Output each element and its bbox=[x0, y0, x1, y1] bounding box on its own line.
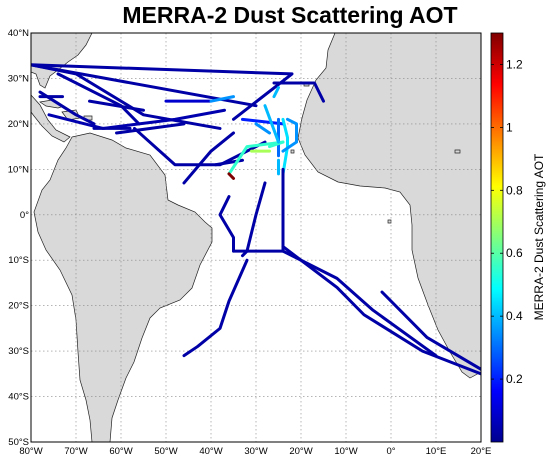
flight-track bbox=[272, 86, 280, 99]
flight-track bbox=[281, 245, 481, 376]
longitude-tick-label: 60°W bbox=[109, 446, 132, 457]
flight-track bbox=[47, 108, 226, 130]
latitude-tick-label: 10°S bbox=[8, 255, 29, 266]
colorbar bbox=[490, 32, 504, 443]
flight-track bbox=[281, 249, 438, 358]
land-ascension bbox=[387, 219, 392, 224]
flight-track bbox=[241, 117, 285, 126]
flight-track bbox=[272, 81, 325, 103]
latitude-tick-label: 50°S bbox=[8, 437, 29, 448]
latitude-tick-label: 30°N bbox=[8, 73, 29, 84]
longitude-tick-label: 10°W bbox=[334, 446, 357, 457]
colorbar-tick-label: 0.2 bbox=[506, 372, 523, 386]
colorbar-tick-label: 0.4 bbox=[506, 309, 523, 323]
latitude-tick-label: 30°S bbox=[8, 346, 29, 357]
longitude-tick-label: 0° bbox=[386, 446, 395, 457]
flight-track bbox=[281, 117, 298, 153]
longitude-tick-label: 30°W bbox=[244, 446, 267, 457]
flight-track bbox=[88, 99, 145, 112]
colorbar-ticks: 0.2 0.4 0.6 0.8 1 1.2 bbox=[491, 57, 523, 386]
flight-track bbox=[380, 290, 481, 371]
flight-track bbox=[209, 95, 235, 103]
colorbar-tick-label: 1 bbox=[506, 120, 513, 134]
flight-track bbox=[263, 104, 280, 144]
flight-track bbox=[268, 140, 285, 149]
flight-track bbox=[38, 90, 96, 126]
flight-track bbox=[241, 181, 267, 258]
latitude-tick-label: 0° bbox=[20, 210, 29, 221]
longitude-tick-label: 40°W bbox=[199, 446, 222, 457]
land-madeira bbox=[454, 149, 461, 154]
land-north-america bbox=[31, 33, 93, 89]
flight-track bbox=[31, 63, 222, 130]
longitude-tick-label: 80°W bbox=[19, 446, 42, 457]
flight-track bbox=[31, 63, 294, 121]
colorbar-tick-label: 0.8 bbox=[506, 183, 523, 197]
latitude-tick-label: 10°N bbox=[8, 164, 29, 175]
map-frame bbox=[30, 32, 482, 443]
land-cape-verde bbox=[290, 149, 295, 154]
colorbar-tick-label: 0.6 bbox=[506, 246, 523, 260]
latitude-tick-labels: 40°N 30°N 20°N 10°N 0° 10°S 20°S 30°S 40°S 50°S bbox=[8, 28, 29, 448]
longitude-tick-labels: 80°W 70°W 60°W 50°W 40°W 30°W 20°W 10°W 0° 10°E 20… bbox=[19, 446, 491, 457]
figure-title: MERRA-2 Dust Scattering AOT bbox=[122, 2, 458, 28]
flight-track bbox=[182, 258, 249, 358]
latitude-tick-label: 20°S bbox=[8, 301, 29, 312]
colorbar-label: MERRA-2 Dust Scattering AOT bbox=[532, 153, 546, 320]
longitude-tick-label: 20°W bbox=[289, 446, 312, 457]
land-south-america bbox=[33, 132, 213, 442]
latitude-tick-label: 20°N bbox=[8, 119, 29, 130]
longitude-tick-label: 20°E bbox=[471, 446, 492, 457]
latitude-tick-label: 40°N bbox=[8, 28, 29, 39]
land-central-america bbox=[31, 94, 71, 143]
longitude-tick-label: 50°W bbox=[154, 446, 177, 457]
flight-track bbox=[227, 172, 235, 180]
flight-track bbox=[218, 195, 235, 253]
longitude-tick-label: 10°E bbox=[426, 446, 447, 457]
flight-track bbox=[227, 140, 285, 176]
latitude-tick-label: 40°S bbox=[8, 392, 29, 403]
flight-track bbox=[281, 117, 289, 176]
colorbar-tick-label: 1.2 bbox=[506, 57, 523, 71]
flight-track bbox=[254, 122, 271, 135]
flight-track bbox=[115, 122, 186, 135]
flight-tracks bbox=[31, 63, 481, 376]
longitude-tick-label: 70°W bbox=[64, 446, 87, 457]
flight-track bbox=[182, 131, 235, 185]
